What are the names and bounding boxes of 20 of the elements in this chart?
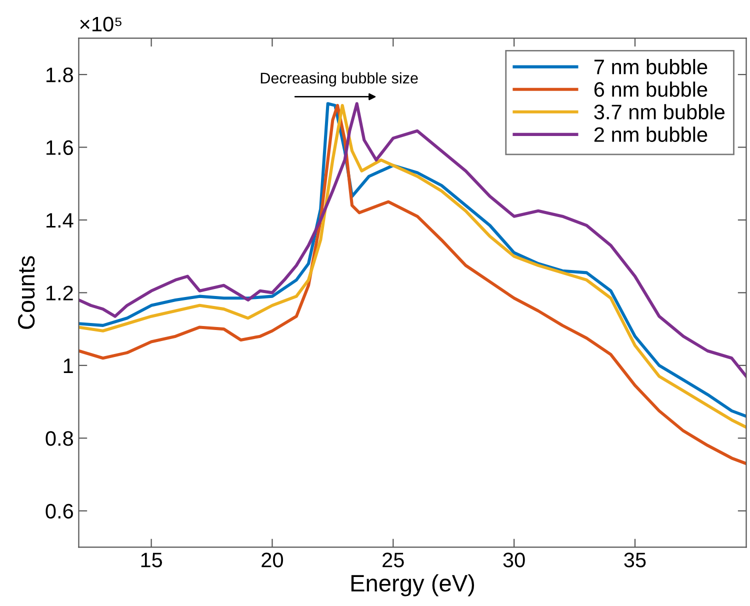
y-tick-label: 1 (64, 358, 73, 373)
x-tick-label: 20 (262, 552, 283, 568)
y-tick-label: 1.6 (46, 140, 73, 156)
annotation: Decreasing bubble size (260, 72, 418, 87)
y-tick-label: 1.4 (46, 213, 74, 228)
y-tick-label: 1.8 (46, 68, 73, 82)
legend-label: 6 nm bubble (594, 82, 708, 97)
y-tick-label: 1.2 (46, 286, 73, 300)
x-tick-label: 35 (624, 552, 646, 568)
x-tick-label: 25 (382, 552, 404, 568)
y-tick-label: 0.8 (46, 431, 73, 446)
y-axis-title: Counts (18, 256, 35, 329)
legend-label: 2 nm bubble (594, 126, 708, 142)
x-axis-title: Energy (eV) (351, 574, 474, 596)
legend-label: 7 nm bubble (594, 59, 708, 74)
y-tick-label: 0.6 (46, 504, 73, 519)
legend-label: 3.7 nm bubble (594, 104, 724, 120)
text: ×10⁵ (80, 16, 122, 32)
x-tick-label: 30 (503, 552, 525, 568)
x-tick-label: 15 (141, 552, 162, 568)
